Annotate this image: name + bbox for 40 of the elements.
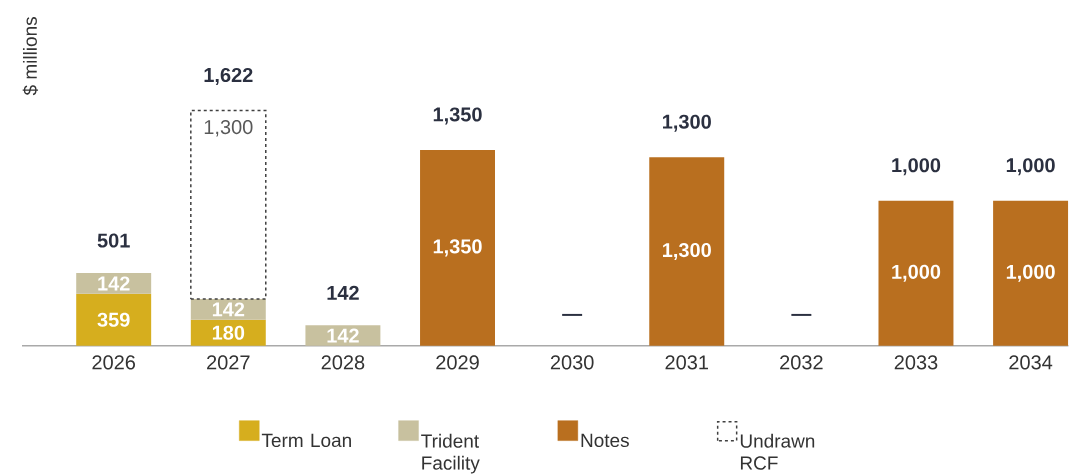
total-label: 1,622 bbox=[204, 68, 253, 86]
x-tick-label: 2028 bbox=[321, 355, 365, 370]
text: — bbox=[791, 314, 812, 317]
x-tick-label: 2032 bbox=[780, 355, 823, 370]
x-tick-label: 2031 bbox=[665, 355, 708, 370]
data-label: 1,300 bbox=[204, 120, 253, 137]
bar bbox=[420, 150, 495, 346]
total-label: 1,000 bbox=[892, 158, 941, 176]
data-label: 1,300 bbox=[663, 243, 711, 261]
data-label: 142 bbox=[98, 276, 130, 291]
x-tick-label: 2034 bbox=[1009, 355, 1053, 370]
total-label: 1,000 bbox=[1006, 158, 1055, 176]
total-label: 142 bbox=[327, 285, 359, 300]
legend-label: Trident Facility bbox=[421, 433, 480, 474]
bar bbox=[76, 273, 152, 294]
x-tick-label: 2033 bbox=[894, 355, 938, 370]
total-label: 501 bbox=[97, 233, 130, 248]
data-label: 142 bbox=[212, 302, 245, 317]
y-axis-title: $ millions bbox=[22, 17, 39, 96]
x-tick-label: 2026 bbox=[92, 355, 136, 370]
total-label: 1,300 bbox=[663, 114, 711, 132]
data-label: 1,000 bbox=[892, 264, 941, 282]
total-label: 1,350 bbox=[433, 107, 482, 125]
data-label: 180 bbox=[212, 325, 245, 340]
bar bbox=[649, 157, 725, 346]
bar bbox=[993, 200, 1069, 346]
legend-label: Term Loan bbox=[261, 433, 351, 448]
legend-label: Undrawn RCF bbox=[740, 433, 815, 470]
data-label: 142 bbox=[327, 328, 359, 343]
bar bbox=[76, 293, 152, 346]
bar bbox=[878, 200, 954, 346]
data-label: 359 bbox=[97, 312, 130, 327]
x-tick-label: 2029 bbox=[436, 355, 479, 370]
legend-label: Notes bbox=[581, 433, 629, 448]
data-label: 1,000 bbox=[1006, 264, 1055, 282]
bar bbox=[190, 109, 267, 300]
text: — bbox=[562, 314, 583, 317]
x-tick-label: 2027 bbox=[207, 355, 250, 370]
data-label: 1,350 bbox=[433, 239, 482, 257]
x-tick-label: 2030 bbox=[550, 355, 594, 370]
